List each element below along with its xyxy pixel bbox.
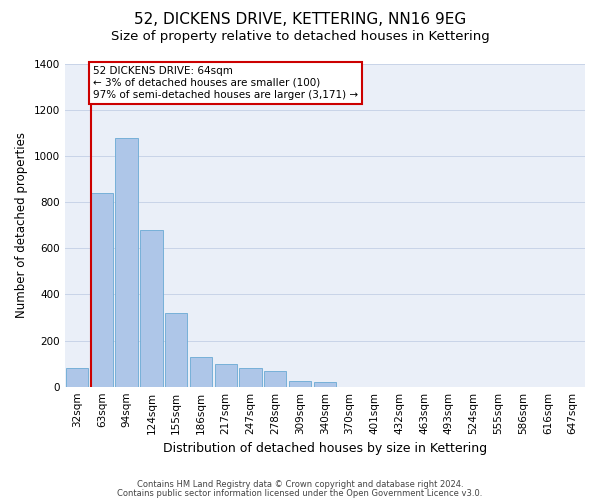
Bar — [66, 368, 88, 386]
Text: Size of property relative to detached houses in Kettering: Size of property relative to detached ho… — [110, 30, 490, 43]
Text: Contains public sector information licensed under the Open Government Licence v3: Contains public sector information licen… — [118, 488, 482, 498]
Y-axis label: Number of detached properties: Number of detached properties — [15, 132, 28, 318]
Bar — [115, 138, 138, 386]
Text: Contains HM Land Registry data © Crown copyright and database right 2024.: Contains HM Land Registry data © Crown c… — [137, 480, 463, 489]
Bar — [239, 368, 262, 386]
Text: 52, DICKENS DRIVE, KETTERING, NN16 9EG: 52, DICKENS DRIVE, KETTERING, NN16 9EG — [134, 12, 466, 28]
Bar — [314, 382, 336, 386]
Text: 52 DICKENS DRIVE: 64sqm
← 3% of detached houses are smaller (100)
97% of semi-de: 52 DICKENS DRIVE: 64sqm ← 3% of detached… — [93, 66, 358, 100]
Bar — [264, 370, 286, 386]
Bar — [140, 230, 163, 386]
Bar — [91, 193, 113, 386]
Bar — [289, 381, 311, 386]
Bar — [165, 313, 187, 386]
Bar — [215, 364, 237, 386]
Bar — [190, 356, 212, 386]
X-axis label: Distribution of detached houses by size in Kettering: Distribution of detached houses by size … — [163, 442, 487, 455]
